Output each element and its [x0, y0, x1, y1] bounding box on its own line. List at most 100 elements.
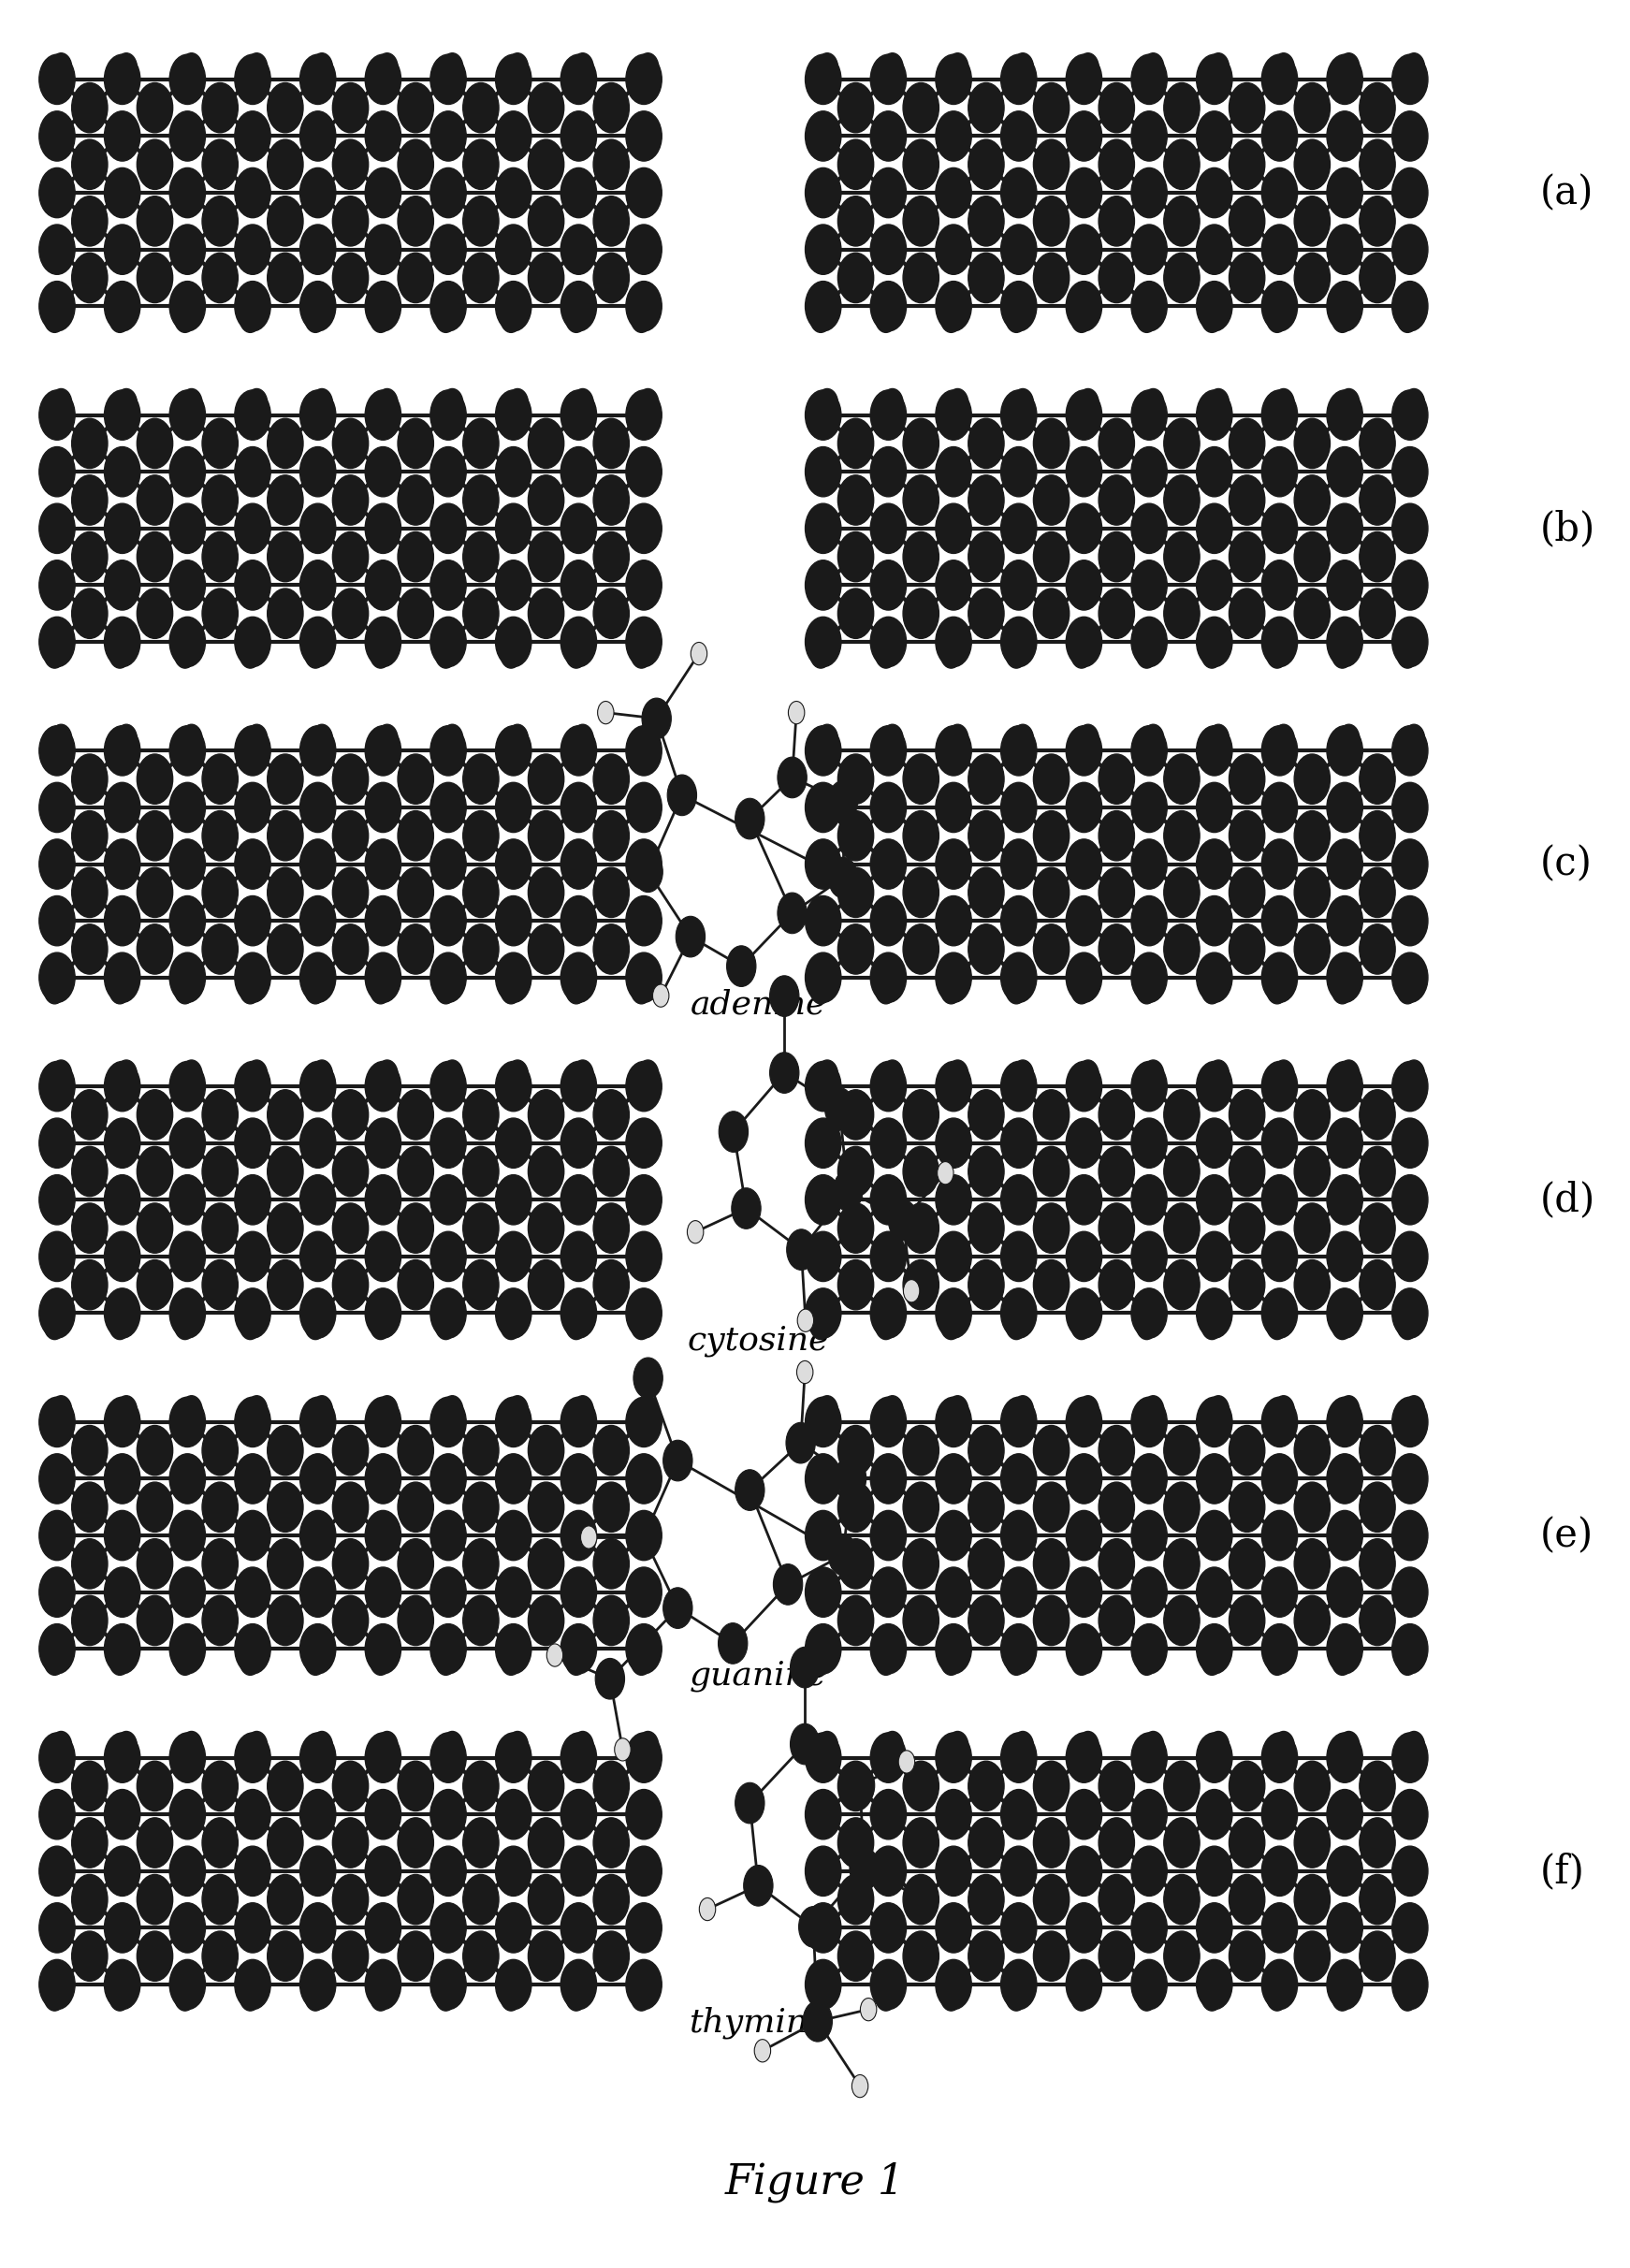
Circle shape: [104, 1960, 140, 2009]
Circle shape: [1001, 1846, 1037, 1896]
Circle shape: [1099, 810, 1134, 862]
Circle shape: [72, 195, 108, 247]
Circle shape: [561, 1397, 597, 1447]
Circle shape: [1164, 252, 1200, 304]
Circle shape: [561, 782, 597, 832]
Circle shape: [838, 1594, 874, 1644]
Circle shape: [174, 1644, 196, 1676]
Circle shape: [507, 1730, 528, 1762]
Circle shape: [755, 2039, 771, 2062]
Circle shape: [170, 1118, 205, 1168]
Circle shape: [311, 388, 333, 420]
Circle shape: [805, 1567, 841, 1617]
Circle shape: [1164, 1145, 1200, 1195]
Circle shape: [968, 1145, 1004, 1195]
Circle shape: [430, 1510, 466, 1560]
Circle shape: [1294, 1145, 1330, 1195]
Circle shape: [1327, 1789, 1363, 1839]
Circle shape: [810, 302, 831, 333]
Circle shape: [1262, 447, 1297, 497]
Circle shape: [333, 417, 368, 469]
Circle shape: [936, 225, 971, 274]
Circle shape: [496, 1733, 531, 1783]
Circle shape: [1262, 1510, 1297, 1560]
Circle shape: [1262, 1397, 1297, 1447]
Circle shape: [1273, 1395, 1294, 1427]
Circle shape: [246, 1730, 267, 1762]
Circle shape: [51, 723, 72, 755]
Circle shape: [430, 1288, 466, 1338]
Circle shape: [1327, 281, 1363, 331]
Circle shape: [300, 1118, 336, 1168]
Circle shape: [870, 1903, 906, 1953]
Circle shape: [593, 1483, 629, 1533]
Circle shape: [398, 141, 434, 191]
Circle shape: [1359, 252, 1395, 304]
Circle shape: [1066, 1397, 1102, 1447]
Circle shape: [805, 390, 841, 440]
Circle shape: [1131, 1175, 1167, 1225]
Circle shape: [1066, 1733, 1102, 1783]
Circle shape: [1294, 1760, 1330, 1810]
Circle shape: [838, 869, 874, 919]
Circle shape: [1006, 302, 1027, 333]
Circle shape: [333, 1424, 368, 1474]
Circle shape: [1131, 782, 1167, 832]
Circle shape: [1392, 281, 1428, 331]
Circle shape: [430, 1733, 466, 1783]
Circle shape: [430, 1903, 466, 1953]
Circle shape: [1229, 417, 1265, 469]
Circle shape: [528, 476, 564, 524]
Circle shape: [305, 973, 326, 1005]
Circle shape: [936, 1288, 971, 1338]
Circle shape: [561, 54, 597, 104]
Circle shape: [572, 723, 593, 755]
Circle shape: [1397, 973, 1418, 1005]
Circle shape: [1327, 1624, 1363, 1674]
Circle shape: [44, 1980, 65, 2012]
Circle shape: [267, 141, 303, 191]
Circle shape: [300, 1175, 336, 1225]
Circle shape: [1294, 476, 1330, 524]
Circle shape: [1327, 1232, 1363, 1281]
Circle shape: [1397, 302, 1418, 333]
Circle shape: [593, 1089, 629, 1139]
Circle shape: [870, 1789, 906, 1839]
Circle shape: [805, 447, 841, 497]
Circle shape: [1294, 753, 1330, 805]
Circle shape: [1273, 1059, 1294, 1091]
Circle shape: [1131, 1903, 1167, 1953]
Circle shape: [936, 1454, 971, 1504]
Circle shape: [137, 1538, 173, 1588]
Circle shape: [936, 839, 971, 889]
Circle shape: [44, 1644, 65, 1676]
Circle shape: [39, 1903, 75, 1953]
Circle shape: [1099, 195, 1134, 247]
Circle shape: [903, 1819, 939, 1867]
Circle shape: [528, 1259, 564, 1309]
Circle shape: [1001, 1175, 1037, 1225]
Circle shape: [1077, 1395, 1099, 1427]
Circle shape: [1327, 1288, 1363, 1338]
Circle shape: [626, 1567, 662, 1617]
Circle shape: [805, 111, 841, 161]
Circle shape: [507, 1059, 528, 1091]
Circle shape: [435, 973, 456, 1005]
Circle shape: [1033, 1819, 1069, 1867]
Circle shape: [1099, 417, 1134, 469]
Circle shape: [561, 617, 597, 667]
Circle shape: [561, 281, 597, 331]
Circle shape: [1001, 225, 1037, 274]
Circle shape: [1327, 1960, 1363, 2009]
Circle shape: [836, 1458, 866, 1499]
Circle shape: [104, 225, 140, 274]
Circle shape: [1262, 1846, 1297, 1896]
Circle shape: [72, 1873, 108, 1923]
Circle shape: [870, 1118, 906, 1168]
Circle shape: [936, 1846, 971, 1896]
Circle shape: [1131, 1846, 1167, 1896]
Circle shape: [593, 810, 629, 862]
Circle shape: [968, 195, 1004, 247]
Circle shape: [44, 1309, 65, 1340]
Circle shape: [572, 52, 593, 84]
